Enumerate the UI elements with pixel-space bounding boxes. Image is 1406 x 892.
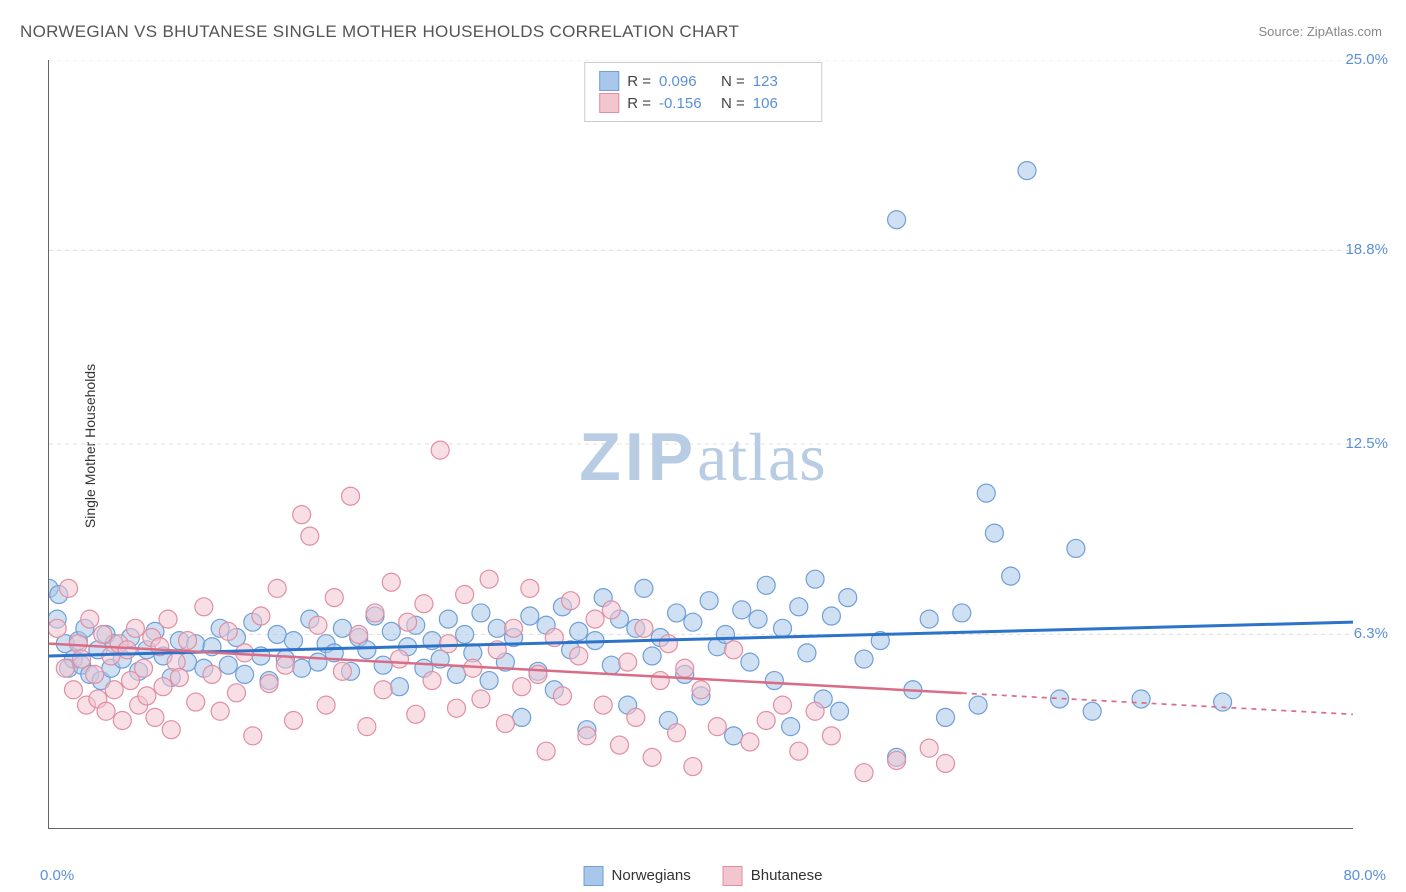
legend-swatch xyxy=(599,71,619,91)
legend-stat-row: R = 0.096 N = 123 xyxy=(599,71,807,91)
legend-item: Norwegians xyxy=(584,866,691,886)
y-tick-label: 12.5% xyxy=(1345,435,1388,452)
stat-n-value: 106 xyxy=(753,95,807,112)
stat-r-value: -0.156 xyxy=(659,95,713,112)
legend-label: Bhutanese xyxy=(751,867,823,884)
legend-label: Norwegians xyxy=(612,867,691,884)
legend-bottom: Norwegians Bhutanese xyxy=(584,866,823,886)
y-tick-label: 18.8% xyxy=(1345,241,1388,258)
scatter-plot xyxy=(48,60,1353,829)
stat-n-value: 123 xyxy=(753,73,807,90)
y-tick-label: 25.0% xyxy=(1345,51,1388,68)
legend-stat-row: R = -0.156 N = 106 xyxy=(599,93,807,113)
source-label: Source: xyxy=(1258,24,1306,39)
legend-swatch xyxy=(723,866,743,886)
legend-stats: R = 0.096 N = 123 R = -0.156 N = 106 xyxy=(584,62,822,122)
chart-area xyxy=(48,60,1352,828)
stat-r-label: R = xyxy=(627,95,651,112)
legend-swatch xyxy=(599,93,619,113)
page-title: NORWEGIAN VS BHUTANESE SINGLE MOTHER HOU… xyxy=(20,22,739,42)
source-link[interactable]: ZipAtlas.com xyxy=(1307,24,1382,39)
source-attribution: Source: ZipAtlas.com xyxy=(1258,24,1382,39)
legend-item: Bhutanese xyxy=(723,866,823,886)
y-tick-label: 6.3% xyxy=(1354,625,1388,642)
stat-n-label: N = xyxy=(721,73,745,90)
stat-r-value: 0.096 xyxy=(659,73,713,90)
x-axis-max-label: 80.0% xyxy=(1343,867,1386,884)
x-axis-min-label: 0.0% xyxy=(40,867,74,884)
legend-swatch xyxy=(584,866,604,886)
stat-n-label: N = xyxy=(721,95,745,112)
stat-r-label: R = xyxy=(627,73,651,90)
